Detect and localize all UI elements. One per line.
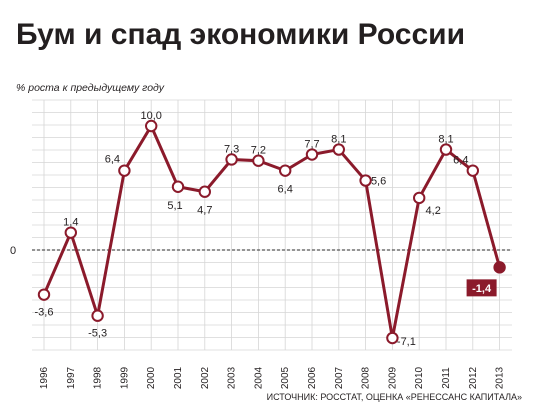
- data-point: [413, 191, 426, 205]
- data-point: [305, 148, 319, 161]
- x-tick-label: 1998: [93, 366, 104, 389]
- x-tick-label: 2011: [441, 367, 452, 389]
- data-point: [225, 153, 238, 166]
- data-point: [171, 180, 185, 193]
- data-label: 10,0: [140, 110, 161, 122]
- data-label: -1,4: [472, 283, 492, 295]
- series-layer: -3,6 1,4 -5,3 6,4 10,0 5,1 4,7 7,3 7,2 6,4 7,7 8,1 5…: [35, 110, 506, 348]
- x-tick-label: 2002: [200, 366, 211, 389]
- data-label: 6,4: [453, 155, 468, 167]
- chart-title: Бум и спад экономики России: [16, 18, 465, 51]
- data-point: [279, 164, 292, 177]
- data-label: 7,3: [224, 143, 239, 155]
- data-point: [91, 309, 104, 322]
- data-label: 7,7: [304, 139, 319, 151]
- data-point: [359, 174, 372, 187]
- x-tick-label: 1999: [119, 366, 130, 389]
- data-label: 8,1: [331, 134, 346, 146]
- data-label: 5,6: [371, 176, 386, 188]
- grid-layer: [32, 99, 512, 351]
- data-label: -3,6: [35, 307, 54, 319]
- data-point: [466, 164, 479, 177]
- x-tick-label: 2005: [280, 366, 291, 389]
- zero-label: 0: [10, 245, 16, 257]
- x-tick-label: 2004: [253, 366, 264, 389]
- data-point: [37, 288, 51, 301]
- x-tick-label: 2001: [173, 366, 184, 389]
- series-line: [42, 124, 502, 340]
- x-tick-label: 2007: [334, 366, 345, 389]
- x-tick-label: 2003: [227, 366, 238, 389]
- last-value-badge: [466, 279, 497, 297]
- x-tick-label: 2010: [414, 366, 425, 389]
- data-label: 6,4: [278, 184, 293, 196]
- data-point: [439, 143, 453, 156]
- data-label: -7,1: [397, 336, 416, 348]
- data-label: 1,4: [63, 217, 78, 229]
- data-label: 8,1: [438, 134, 453, 146]
- data-point: [332, 143, 345, 156]
- data-label: 4,7: [197, 205, 212, 217]
- data-point: [145, 119, 158, 133]
- x-tick-label: 2000: [146, 366, 157, 389]
- x-tick-label: 2006: [307, 366, 318, 389]
- x-tick-label: 2013: [495, 366, 506, 389]
- data-point: [118, 164, 131, 177]
- data-point: [64, 226, 78, 239]
- x-tick-label: 2008: [361, 366, 372, 389]
- source-note: ИСТОЧНИК: РОССТАТ, ОЦЕНКА «РЕНЕССАНС КАП…: [267, 392, 522, 402]
- data-point: [252, 154, 265, 167]
- data-point: [198, 185, 212, 198]
- data-label: 5,1: [167, 200, 182, 212]
- data-point: [493, 261, 506, 274]
- x-tick-label: 1997: [66, 366, 77, 389]
- data-label: 6,4: [105, 154, 120, 166]
- data-label: 7,2: [251, 145, 266, 157]
- x-tick-label: 2012: [468, 366, 479, 389]
- x-tick-layer: 1996 1997 1998 1999 2000 2001 2002 2003 2004 2005…: [39, 366, 506, 389]
- unit-label: % роста к предыдущему году: [16, 82, 165, 94]
- data-label: 4,2: [426, 205, 441, 217]
- x-tick-label: 1996: [39, 366, 50, 389]
- data-label: -5,3: [88, 328, 107, 340]
- x-tick-label: 2009: [387, 366, 398, 389]
- data-point: [386, 331, 399, 345]
